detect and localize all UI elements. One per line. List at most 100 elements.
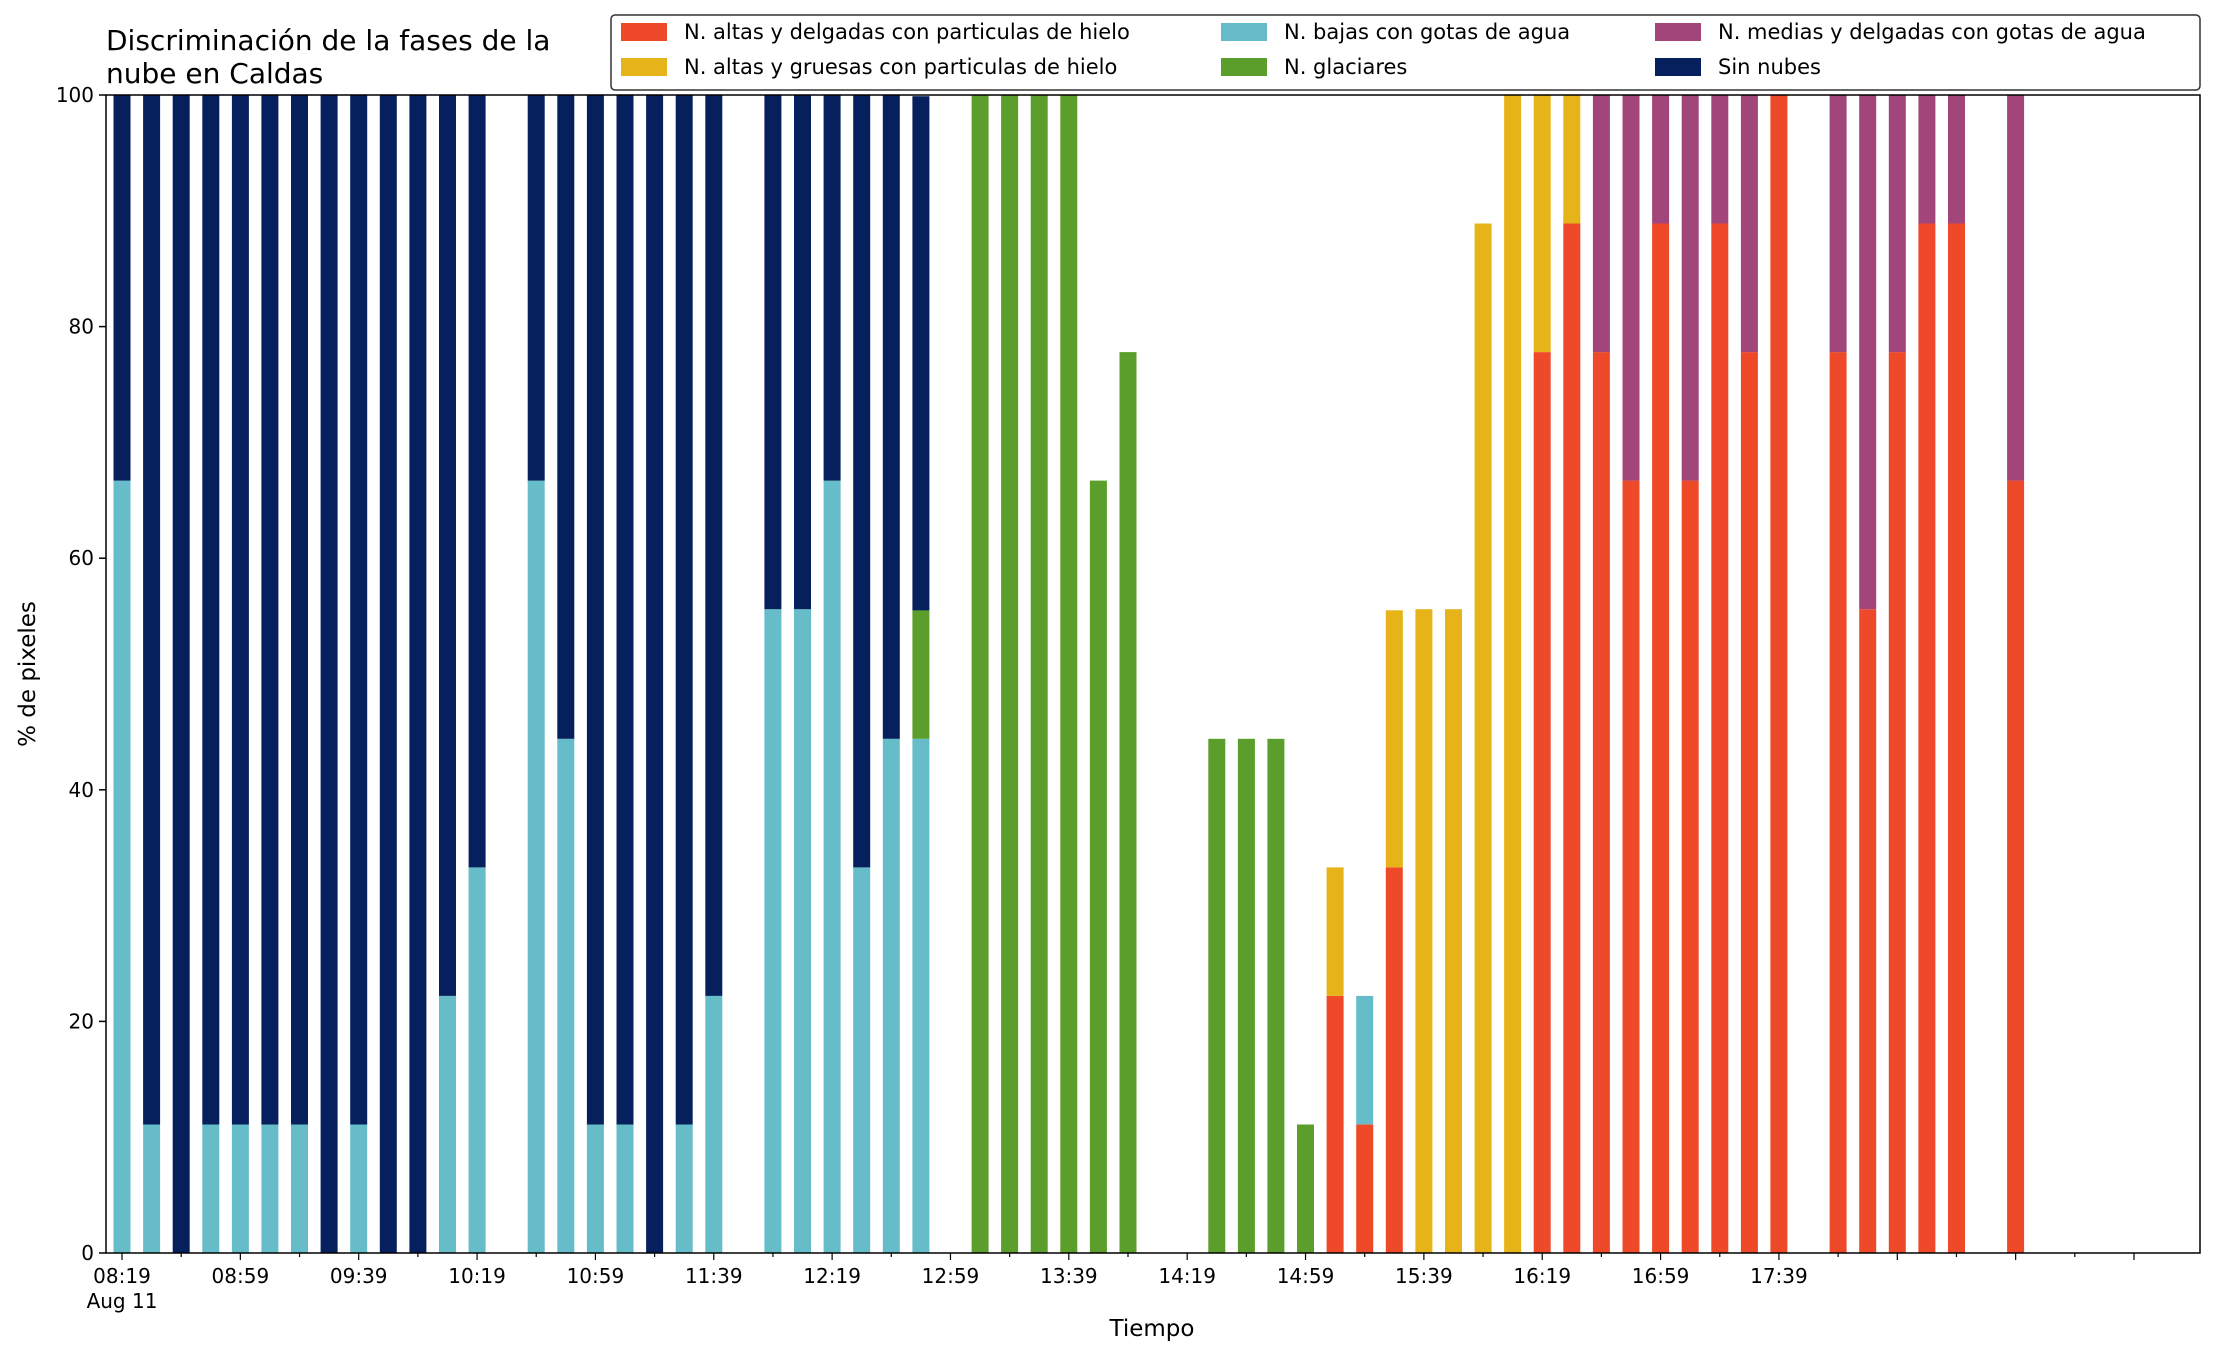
bar-segment	[1504, 95, 1522, 1253]
bar-segment	[853, 95, 871, 868]
bar-segment	[1888, 95, 1906, 353]
x-tick-label: 08:59	[212, 1264, 270, 1288]
y-tick-label: 20	[69, 1009, 94, 1033]
y-tick-label: 60	[69, 546, 94, 570]
x-tick-label: 11:39	[685, 1264, 743, 1288]
legend-swatch	[621, 58, 667, 76]
y-axis-label: % de pixeles	[15, 601, 41, 747]
y-tick-label: 80	[69, 315, 94, 339]
bar-segment	[1297, 1124, 1314, 1253]
bar-segment	[1563, 95, 1581, 224]
bar-segment	[557, 738, 575, 1253]
bar-segment	[379, 95, 397, 1253]
x-tick-label: 16:59	[1632, 1264, 1690, 1288]
bar-segment	[586, 1124, 604, 1253]
chart-title-line-2: nube en Caldas	[106, 57, 323, 90]
y-tick-label: 40	[69, 778, 94, 802]
bar-segment	[350, 1124, 368, 1253]
legend-label: N. bajas con gotas de agua	[1284, 20, 1570, 44]
legend-label: N. glaciares	[1284, 55, 1407, 79]
bar-segment	[1770, 95, 1788, 1253]
x-tick-label: 10:19	[448, 1264, 506, 1288]
bar-segment	[1208, 738, 1226, 1253]
bar-segment	[823, 95, 841, 481]
bar-segment	[764, 609, 782, 1253]
bar-segment	[675, 95, 693, 1125]
y-tick-label: 100	[56, 83, 94, 107]
bar-segment	[882, 738, 900, 1253]
bar-segment	[468, 867, 486, 1253]
bar-segment	[1089, 480, 1107, 1254]
legend-frame	[610, 14, 2201, 91]
bar-segment	[409, 95, 427, 1253]
bar-segment	[291, 1124, 308, 1253]
bar-segment	[1681, 480, 1699, 1254]
legend-label: Sin nubes	[1718, 55, 1821, 79]
legend-swatch	[1655, 23, 1701, 41]
x-tick-label: 08:19	[93, 1264, 151, 1288]
bar-segment	[1711, 223, 1729, 1253]
bar-segment	[1652, 95, 1670, 224]
bar-segment	[1740, 352, 1758, 1254]
x-tick-label: 12:59	[922, 1264, 980, 1288]
bar-segment	[2007, 95, 2025, 481]
bar-segment	[231, 1124, 249, 1253]
bar-segment	[350, 95, 368, 1125]
bar-segment	[1237, 738, 1255, 1253]
x-tick-label: 13:39	[1040, 1264, 1098, 1288]
legend-swatch	[1221, 58, 1267, 76]
bar-segment	[1060, 95, 1078, 1253]
x-tick-label: 14:59	[1277, 1264, 1335, 1288]
bar-segment	[1474, 223, 1492, 1253]
bar-segment	[764, 95, 782, 610]
bar-segment	[1385, 610, 1403, 868]
x-tick-sublabel: Aug 11	[87, 1289, 158, 1313]
bar-segment	[320, 95, 338, 1253]
bar-segment	[1415, 609, 1433, 1253]
bar-segment	[1001, 95, 1019, 1253]
bar-segment	[882, 95, 900, 739]
x-tick-label: 15:39	[1395, 1264, 1453, 1288]
bar-segment	[261, 95, 279, 1125]
chart-title-line-1: Discriminación de la fases de la	[106, 24, 550, 57]
bar-segment	[823, 480, 841, 1254]
bar-segment	[646, 95, 664, 1253]
bar-segment	[1563, 223, 1581, 1253]
bar-segment	[231, 95, 249, 1125]
x-tick-label: 14:19	[1158, 1264, 1216, 1288]
bar-segment	[675, 1124, 693, 1253]
legend-label: N. altas y delgadas con particulas de hi…	[684, 20, 1130, 44]
bar-segment	[1888, 352, 1906, 1254]
bar-segment	[912, 738, 930, 1253]
x-tick-label: 09:39	[330, 1264, 388, 1288]
x-axis-label: Tiempo	[1109, 1316, 1195, 1342]
bar-segment	[261, 1124, 279, 1253]
bar-segment	[616, 1124, 634, 1253]
plot-frame	[105, 94, 2201, 1254]
bar-segment	[1356, 1124, 1374, 1253]
bar-segment	[912, 610, 930, 739]
bar-segment	[172, 95, 190, 1253]
bars-layer	[113, 95, 2025, 1254]
x-tick-label: 10:59	[567, 1264, 625, 1288]
bar-segment	[1030, 95, 1048, 1253]
bar-segment	[705, 95, 723, 996]
bar-segment	[113, 480, 131, 1254]
bar-segment	[557, 95, 575, 739]
bar-segment	[113, 95, 131, 481]
bar-segment	[1711, 95, 1729, 224]
bar-segment	[143, 1124, 161, 1253]
bar-segment	[1859, 95, 1877, 610]
bar-segment	[586, 95, 604, 1125]
bar-segment	[1948, 223, 1965, 1253]
bar-segment	[1622, 95, 1640, 481]
bar-segment	[1326, 995, 1344, 1253]
bar-segment	[1918, 223, 1936, 1253]
bar-segment	[705, 995, 723, 1253]
legend-label: N. altas y gruesas con particulas de hie…	[684, 55, 1117, 79]
bar-segment	[1740, 95, 1758, 353]
y-tick-label: 0	[81, 1241, 94, 1265]
bar-segment	[1385, 867, 1403, 1253]
x-tick-label: 17:39	[1750, 1264, 1808, 1288]
